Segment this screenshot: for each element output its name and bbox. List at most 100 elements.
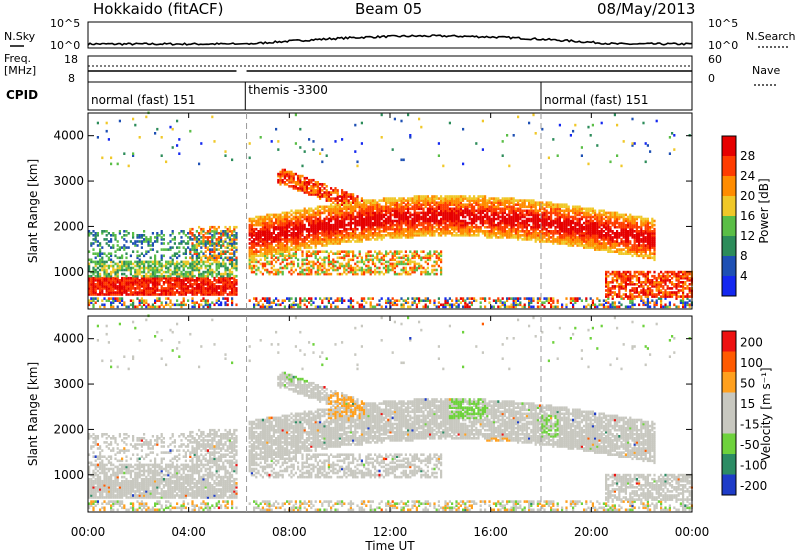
power-cell <box>194 244 196 247</box>
power-cell <box>308 301 310 304</box>
power-cell <box>176 252 178 255</box>
power-cell <box>218 291 220 294</box>
power-cell <box>249 224 251 227</box>
power-cell <box>132 118 134 121</box>
power-cell <box>480 195 482 198</box>
power-cell <box>400 250 402 253</box>
power-cell <box>202 228 204 231</box>
power-cell <box>326 306 328 309</box>
power-cell <box>117 263 119 266</box>
power-cell <box>282 238 284 241</box>
power-cell <box>466 197 468 200</box>
power-cell <box>251 265 253 268</box>
power-cell <box>350 240 352 243</box>
power-cell <box>99 242 101 245</box>
power-cell <box>297 216 299 219</box>
power-cell <box>389 259 391 262</box>
power-cell <box>385 265 387 268</box>
power-cell <box>92 297 94 300</box>
power-cell <box>99 306 101 309</box>
power-cell <box>427 252 429 255</box>
power-cell <box>339 273 341 276</box>
power-cell <box>196 230 198 233</box>
power-cell <box>306 263 308 266</box>
power-cell <box>326 269 328 272</box>
power-cell <box>420 216 422 219</box>
power-cell <box>218 285 220 288</box>
power-cell <box>301 250 303 253</box>
power-cell <box>158 261 160 264</box>
power-cell <box>411 197 413 200</box>
power-cell <box>211 269 213 272</box>
power-cell <box>200 299 202 302</box>
power-cell <box>134 261 136 264</box>
power-cell <box>537 297 539 300</box>
power-cell <box>306 216 308 219</box>
power-cell <box>420 250 422 253</box>
power-cell <box>156 293 158 296</box>
power-cell <box>249 246 251 249</box>
power-cell <box>438 301 440 304</box>
power-cell <box>495 218 497 221</box>
power-cell <box>506 218 508 221</box>
power-cell <box>132 250 134 253</box>
power-cell <box>282 267 284 270</box>
power-cell <box>110 163 112 166</box>
power-cell <box>255 297 257 300</box>
power-cell <box>211 116 213 119</box>
power-cell <box>97 240 99 243</box>
power-cell <box>319 236 321 239</box>
power-cell <box>319 232 321 235</box>
power-cell <box>136 297 138 300</box>
power-cell <box>273 265 275 268</box>
power-cell <box>271 271 273 274</box>
power-cell <box>436 306 438 309</box>
power-cell <box>326 250 328 253</box>
power-cell <box>211 248 213 251</box>
power-cell <box>275 234 277 237</box>
power-cell <box>205 287 207 290</box>
power-cell <box>271 218 273 221</box>
power-cell <box>178 152 180 155</box>
power-cell <box>310 261 312 264</box>
power-cell <box>367 206 369 209</box>
power-cell <box>290 185 292 188</box>
power-cell <box>330 191 332 194</box>
power-cell <box>416 212 418 215</box>
power-cell <box>438 142 440 145</box>
power-cell <box>169 299 171 302</box>
power-cell <box>535 132 537 135</box>
power-cell <box>354 267 356 270</box>
power-cell <box>295 210 297 213</box>
power-cell <box>189 130 191 133</box>
power-cell <box>350 259 352 262</box>
power-cell <box>396 304 398 307</box>
power-cell <box>249 299 251 302</box>
power-cell <box>114 297 116 300</box>
power-cell <box>407 255 409 258</box>
power-cell <box>436 273 438 276</box>
power-cell <box>99 248 101 251</box>
power-cell <box>473 206 475 209</box>
power-cell <box>264 263 266 266</box>
power-cell <box>370 199 372 202</box>
power-cell <box>125 234 127 237</box>
power-cell <box>106 265 108 268</box>
freq-right-tick-top: 60 <box>708 53 722 66</box>
power-cell <box>337 250 339 253</box>
power-cell <box>301 165 303 168</box>
power-cell <box>233 226 235 229</box>
power-cell <box>339 203 341 206</box>
power-cell <box>495 206 497 209</box>
power-cell <box>345 240 347 243</box>
power-cell <box>493 197 495 200</box>
power-cell <box>123 269 125 272</box>
power-cell <box>449 208 451 211</box>
power-cell <box>348 259 350 262</box>
power-cell <box>229 257 231 260</box>
power-cell <box>189 236 191 239</box>
power-cell <box>123 244 125 247</box>
power-cell <box>394 271 396 274</box>
power-cell <box>319 206 321 209</box>
power-cell <box>449 122 451 125</box>
